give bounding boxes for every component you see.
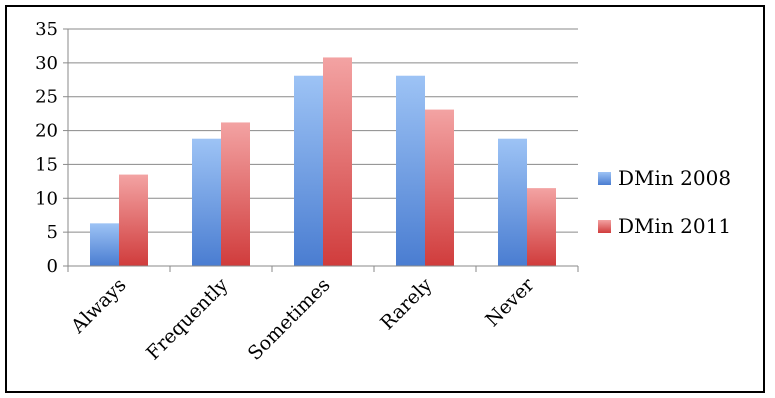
y-tick-label: 0 (47, 256, 58, 277)
y-tick-label: 30 (35, 53, 58, 74)
legend-label: DMin 2008 (618, 166, 731, 190)
bar-dmin-2011-never (527, 188, 556, 266)
bar-dmin-2011-sometimes (323, 57, 352, 266)
x-category-label: Sometimes (244, 274, 335, 365)
bar-dmin-2008-frequently (192, 138, 221, 266)
bar-dmin-2008-never (498, 138, 527, 266)
legend-swatch (598, 172, 611, 185)
bar-dmin-2011-frequently (221, 122, 250, 267)
y-tick-label: 10 (35, 188, 58, 209)
bar-dmin-2008-sometimes (294, 75, 323, 266)
x-category-label: Frequently (142, 274, 233, 365)
y-tick-label: 15 (35, 154, 58, 175)
x-category-label: Always (66, 274, 130, 338)
bar-dmin-2011-rarely (425, 109, 454, 266)
bar-dmin-2011-always (119, 174, 148, 266)
legend-swatch (598, 220, 611, 233)
legend-label: DMin 2011 (618, 214, 731, 238)
bar-dmin-2008-always (90, 223, 119, 266)
y-tick-label: 35 (35, 19, 58, 40)
x-category-label: Never (481, 273, 539, 331)
x-category-label: Rarely (376, 274, 436, 334)
bar-dmin-2008-rarely (396, 75, 425, 266)
y-tick-label: 25 (35, 87, 58, 108)
y-tick-label: 5 (47, 222, 58, 243)
y-tick-label: 20 (35, 121, 58, 142)
